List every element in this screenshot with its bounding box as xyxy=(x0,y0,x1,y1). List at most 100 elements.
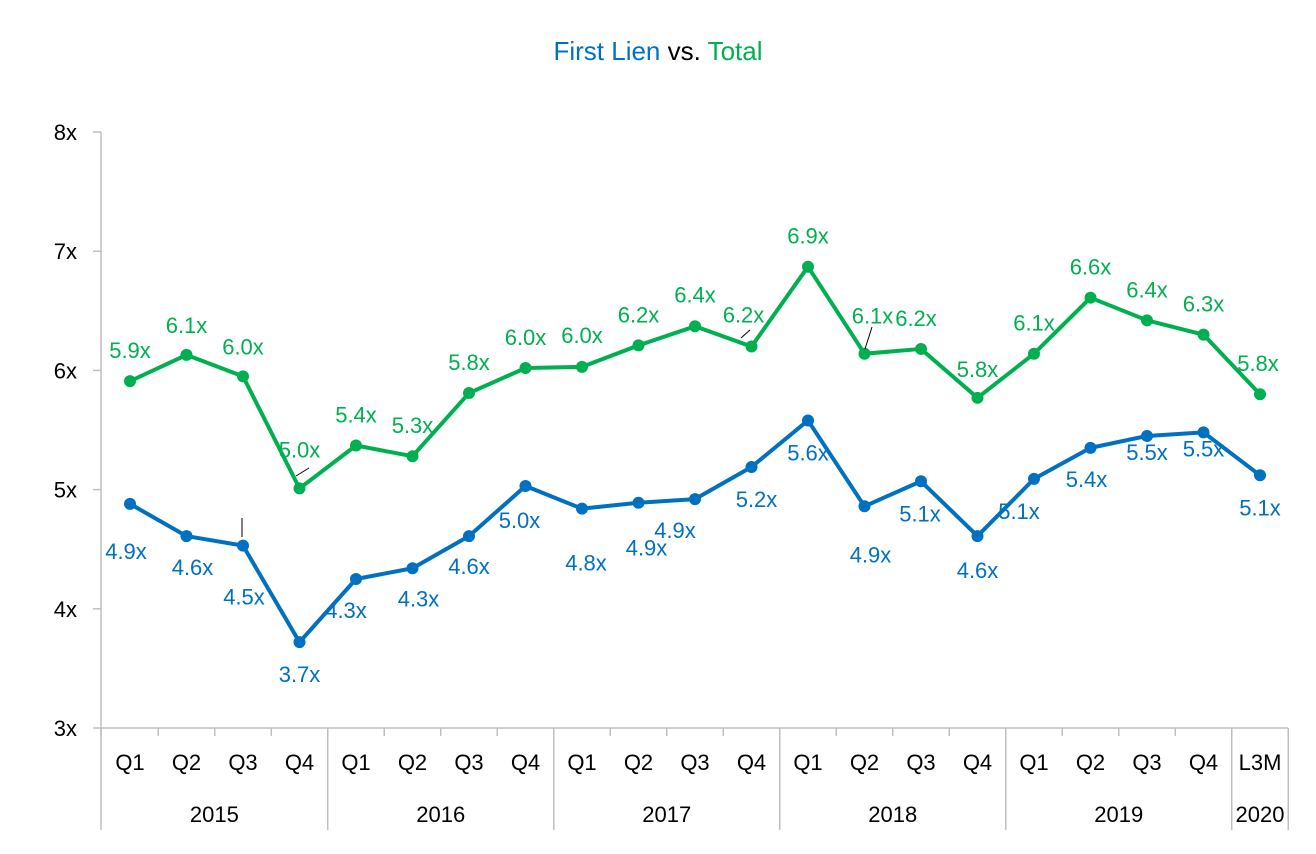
total-data-label: 6.4x xyxy=(1126,277,1168,302)
first-lien-data-label: 5.0x xyxy=(499,508,541,533)
total-point xyxy=(1028,347,1040,360)
total-data-label: 6.0x xyxy=(505,325,547,350)
total-point xyxy=(180,348,193,361)
total-point xyxy=(293,482,306,495)
first-lien-point xyxy=(1141,429,1153,442)
total-data-label: 5.3x xyxy=(392,413,434,438)
title-first-lien: First Lien xyxy=(553,36,661,66)
group-label: 2017 xyxy=(642,802,691,827)
y-tick-label: 3x xyxy=(54,716,77,741)
x-tick-label: Q4 xyxy=(963,750,992,775)
x-tick-label: Q1 xyxy=(341,750,370,775)
y-tick-label: 5x xyxy=(54,478,77,503)
group-label: 2018 xyxy=(868,802,917,827)
total-point xyxy=(745,340,758,353)
x-tick-label: Q4 xyxy=(737,750,766,775)
x-tick-label: Q4 xyxy=(511,750,540,775)
total-point xyxy=(237,370,249,383)
first-lien-point xyxy=(463,530,475,543)
chart-title: First Lien vs. Total xyxy=(0,36,1316,67)
x-tick-label: Q3 xyxy=(454,750,483,775)
first-lien-point xyxy=(802,414,814,427)
total-point xyxy=(576,360,588,373)
first-lien-point xyxy=(1028,472,1040,485)
first-lien-data-label: 5.4x xyxy=(1066,467,1108,492)
x-tick-label: Q3 xyxy=(906,750,935,775)
total-point xyxy=(915,342,927,355)
title-vs: vs. xyxy=(660,36,708,66)
total-point xyxy=(858,347,871,360)
x-tick-label: Q2 xyxy=(172,750,201,775)
first-lien-data-label: 5.5x xyxy=(1126,440,1168,465)
first-lien-point xyxy=(632,496,645,509)
first-lien-data-label: 5.5x xyxy=(1183,436,1225,461)
first-lien-point xyxy=(124,497,136,510)
x-tick-label: Q2 xyxy=(1076,750,1105,775)
first-lien-data-label: 4.8x xyxy=(565,551,607,576)
first-lien-point xyxy=(971,530,984,543)
total-data-label: 5.8x xyxy=(448,350,490,375)
group-label: 2015 xyxy=(190,802,239,827)
total-data-label: 6.0x xyxy=(222,334,264,359)
title-total: Total xyxy=(707,36,763,66)
first-lien-data-label: 4.5x xyxy=(223,585,265,610)
y-tick-label: 6x xyxy=(54,358,77,383)
group-label: 2020 xyxy=(1236,802,1285,827)
total-point xyxy=(1197,328,1210,341)
first-lien-data-label: 3.7x xyxy=(279,662,321,687)
x-tick-label: Q3 xyxy=(228,750,257,775)
total-data-label: 6.4x xyxy=(674,282,716,307)
total-data-label: 5.8x xyxy=(957,357,999,382)
total-data-label: 6.2x xyxy=(618,302,660,327)
first-lien-data-label: 5.1x xyxy=(899,501,941,526)
total-point xyxy=(1084,291,1097,304)
first-lien-data-label: 4.6x xyxy=(172,555,214,580)
total-point xyxy=(406,450,419,463)
total-point xyxy=(1141,314,1153,327)
first-lien-data-label: 5.6x xyxy=(787,440,829,465)
total-data-label: 6.9x xyxy=(787,224,829,249)
total-label-leader xyxy=(864,326,873,350)
first-lien-data-label: 5.2x xyxy=(736,487,778,512)
first-lien-point xyxy=(519,480,532,493)
total-point xyxy=(1254,388,1266,401)
x-tick-label: Q3 xyxy=(680,750,709,775)
total-data-label: 6.2x xyxy=(895,306,937,331)
first-lien-point xyxy=(576,502,588,515)
first-lien-point xyxy=(406,562,419,575)
first-lien-data-label: 4.6x xyxy=(448,554,490,579)
total-data-label: 6.1x xyxy=(1013,311,1055,336)
x-tick-label: Q4 xyxy=(285,750,314,775)
group-label: 2019 xyxy=(1094,802,1143,827)
total-data-label: 6.0x xyxy=(561,323,603,348)
total-data-label: 5.0x xyxy=(279,437,321,462)
total-label-leader xyxy=(740,329,751,339)
x-tick-label: Q4 xyxy=(1189,750,1218,775)
first-lien-point xyxy=(858,500,871,513)
first-lien-data-label: 4.9x xyxy=(654,518,696,543)
y-tick-label: 4x xyxy=(54,597,77,622)
total-point xyxy=(689,320,701,333)
x-tick-label: Q1 xyxy=(793,750,822,775)
first-lien-point xyxy=(180,530,193,543)
total-data-label: 5.9x xyxy=(109,338,151,363)
first-lien-point xyxy=(1084,441,1097,454)
first-lien-data-label: 5.1x xyxy=(998,499,1040,524)
total-data-label: 5.8x xyxy=(1237,351,1279,376)
y-tick-label: 7x xyxy=(54,239,77,264)
total-data-label: 6.6x xyxy=(1070,255,1112,280)
first-lien-point xyxy=(689,493,701,506)
x-tick-label: Q3 xyxy=(1132,750,1161,775)
x-tick-label: Q2 xyxy=(850,750,879,775)
total-point xyxy=(350,439,362,452)
x-tick-label: Q1 xyxy=(567,750,596,775)
total-point xyxy=(802,260,814,273)
total-label-leader xyxy=(295,467,310,477)
first-lien-data-label: 5.1x xyxy=(1239,495,1281,520)
first-lien-point xyxy=(293,636,306,649)
first-lien-point xyxy=(915,475,927,488)
first-lien-point xyxy=(237,539,249,552)
total-point xyxy=(124,375,136,388)
x-tick-label: Q1 xyxy=(115,750,144,775)
